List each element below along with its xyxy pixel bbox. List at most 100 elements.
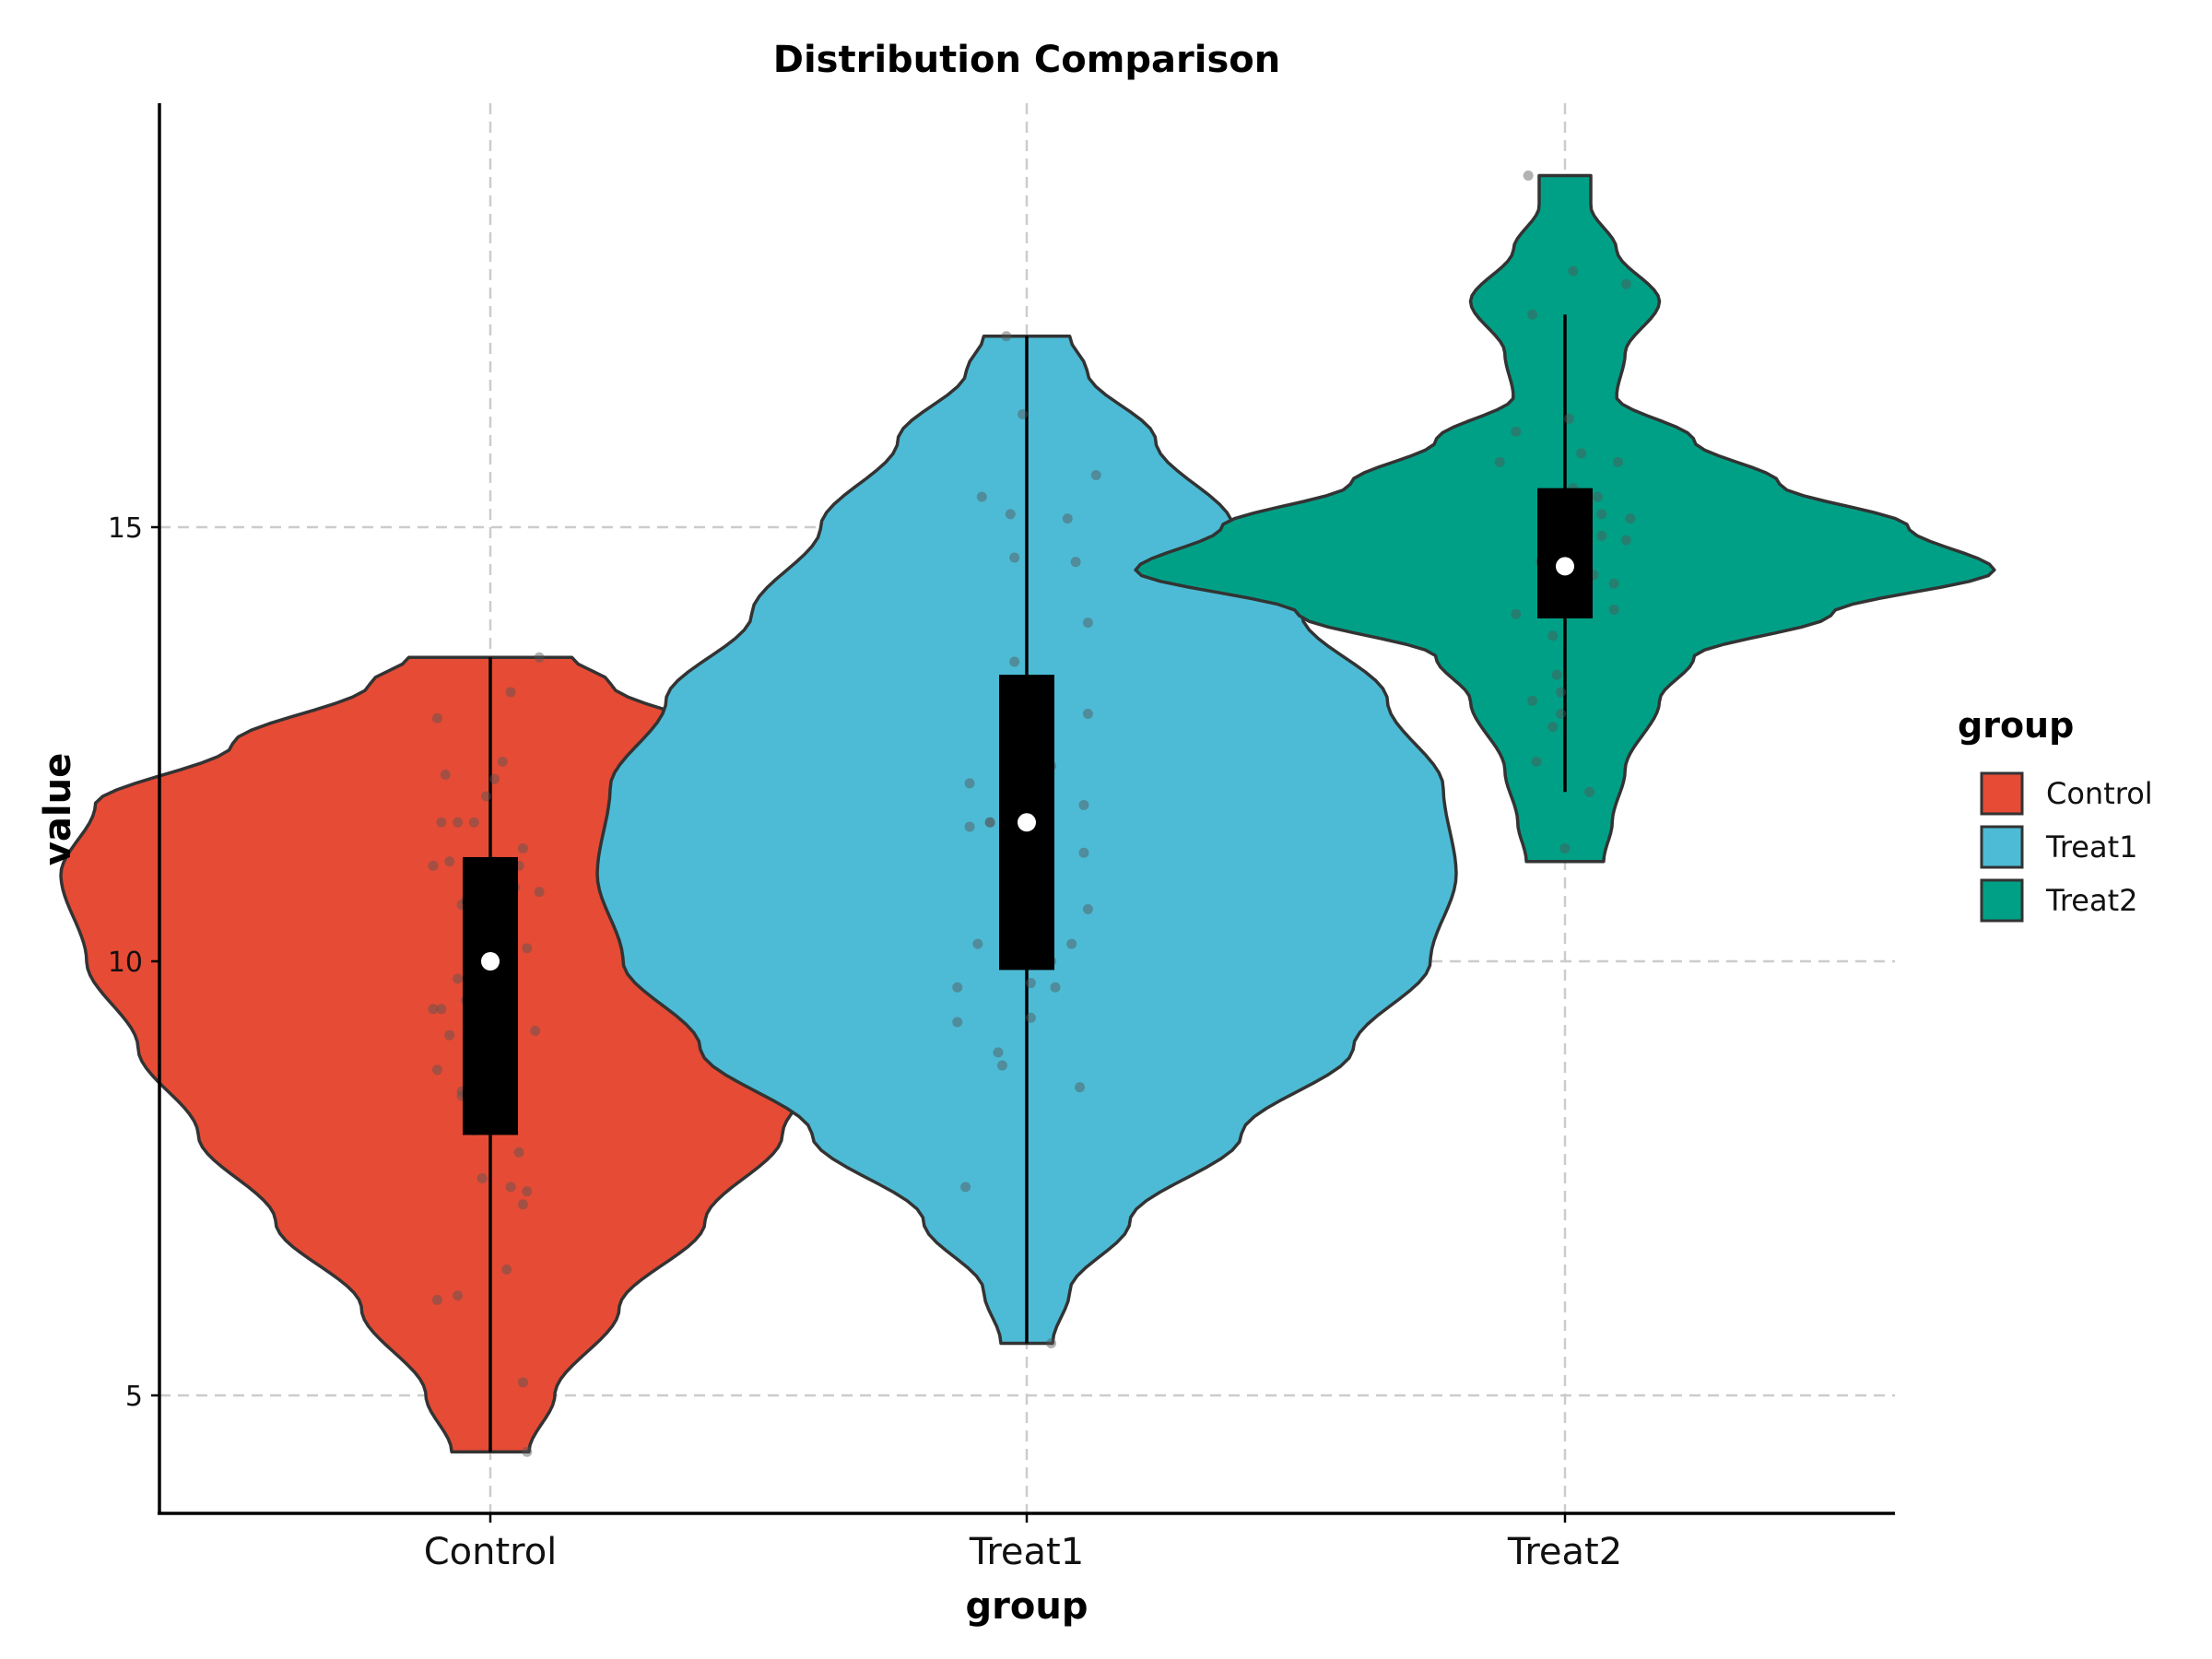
data-point: [468, 817, 479, 828]
data-point: [1608, 578, 1619, 589]
iqr-box: [463, 856, 518, 1135]
data-point: [453, 1290, 464, 1301]
y-tick-label: 5: [125, 1381, 143, 1413]
data-point: [1556, 687, 1567, 698]
data-point: [1062, 513, 1073, 524]
data-point: [1009, 656, 1020, 667]
violin-treat2: [1134, 170, 1996, 864]
y-axis-title: value: [37, 753, 79, 865]
data-point: [477, 1173, 488, 1183]
data-point: [522, 1186, 533, 1197]
data-point: [1556, 709, 1567, 720]
data-point: [1592, 491, 1603, 502]
data-point: [517, 1199, 528, 1210]
data-point: [501, 1264, 512, 1275]
legend-items: Control Treat1 Treat2: [1980, 771, 2153, 923]
data-point: [481, 791, 492, 802]
data-point: [1070, 557, 1081, 568]
violin-layer: [59, 170, 1996, 1457]
data-point: [522, 943, 533, 954]
data-point: [517, 1377, 528, 1388]
data-point: [1620, 535, 1631, 546]
legend-label: Treat1: [2045, 830, 2138, 865]
data-point: [1009, 552, 1020, 563]
data-point: [1046, 1337, 1057, 1348]
data-point: [1547, 722, 1559, 733]
data-point: [1090, 469, 1101, 480]
data-point: [1018, 409, 1029, 420]
median-point: [1556, 557, 1574, 576]
data-point: [1082, 903, 1093, 914]
data-point: [1511, 608, 1522, 619]
tick-layer: 5 10 15 Control Treat1 Treat2: [108, 512, 1622, 1573]
data-point: [1025, 978, 1036, 989]
data-point: [1082, 709, 1093, 720]
data-point: [444, 1030, 455, 1041]
data-point: [964, 821, 975, 832]
data-point: [1559, 843, 1571, 854]
data-point: [431, 1294, 442, 1305]
x-axis-title: group: [966, 1585, 1088, 1628]
median-point: [1018, 813, 1036, 832]
violin-treat1: [595, 331, 1458, 1348]
data-point: [993, 1047, 1004, 1058]
y-tick-label: 10: [108, 947, 143, 979]
data-point: [534, 652, 545, 663]
data-point: [488, 773, 500, 784]
data-point: [984, 817, 995, 828]
data-point: [1001, 331, 1012, 342]
data-point: [976, 491, 987, 502]
data-point: [1613, 456, 1624, 467]
data-point: [1547, 630, 1559, 641]
data-point: [1050, 982, 1061, 993]
data-point: [1078, 847, 1089, 858]
data-point: [1568, 265, 1579, 276]
data-point: [1025, 1012, 1036, 1023]
data-point: [952, 1017, 963, 1028]
data-point: [453, 973, 464, 984]
data-point: [436, 1004, 447, 1015]
legend-label: Control: [2046, 776, 2153, 811]
legend-swatch: [1980, 771, 2024, 816]
legend-swatch: [1980, 878, 2024, 923]
legend-label: Treat2: [2045, 883, 2138, 918]
data-point: [1066, 938, 1077, 949]
data-point: [1082, 618, 1093, 629]
legend: group Control Treat1 Treat2: [1958, 705, 2153, 923]
data-point: [453, 817, 464, 828]
data-point: [1563, 413, 1574, 424]
data-point: [1523, 170, 1534, 181]
data-point: [1078, 799, 1089, 810]
data-point: [505, 1182, 516, 1193]
data-point: [972, 938, 983, 949]
iqr-box: [1537, 488, 1593, 618]
y-tick-label: 15: [108, 512, 143, 545]
data-point: [505, 687, 516, 698]
data-point: [1531, 756, 1542, 767]
data-point: [1005, 509, 1016, 520]
data-point: [522, 1446, 533, 1457]
data-point: [1596, 509, 1607, 520]
data-point: [1527, 309, 1538, 320]
legend-title: group: [1958, 705, 2074, 746]
data-point: [431, 712, 442, 724]
x-tick-label: Treat2: [1507, 1531, 1622, 1573]
data-point: [1608, 604, 1619, 615]
data-point: [428, 1004, 439, 1015]
data-point: [428, 860, 439, 871]
x-tick-label: Treat1: [969, 1531, 1084, 1573]
median-point: [481, 952, 500, 971]
data-point: [444, 856, 455, 867]
data-point: [497, 756, 508, 767]
data-point: [1596, 530, 1607, 541]
data-point: [1494, 456, 1505, 467]
data-point: [436, 817, 447, 828]
data-point: [431, 1065, 442, 1076]
data-point: [1620, 278, 1631, 289]
data-point: [996, 1060, 1007, 1071]
chart-title: Distribution Comparison: [773, 39, 1280, 81]
data-point: [1584, 786, 1595, 797]
data-point: [1511, 426, 1522, 437]
data-point: [1551, 669, 1562, 680]
